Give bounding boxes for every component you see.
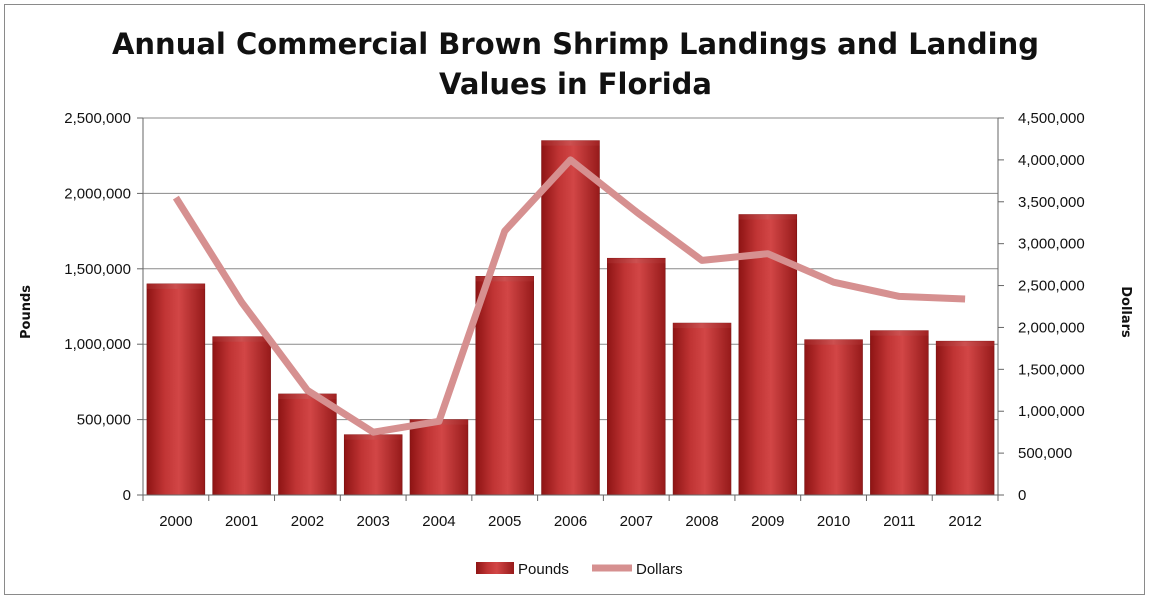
x-tick-label: 2004	[422, 513, 455, 530]
x-tick-label: 2009	[751, 513, 784, 530]
y-tick-label: 1,500,000	[64, 261, 131, 278]
bars-pounds	[146, 140, 995, 496]
axes: 0 500,000 1,000,000 1,500,000 2,000,000 2,500…	[64, 110, 1084, 530]
y-axis-title-dollars: Dollars	[1118, 286, 1133, 338]
y2-tick-label: 3,000,000	[1018, 236, 1085, 253]
y-tick-label: 1,000,000	[64, 336, 131, 353]
x-tick-label: 2001	[225, 513, 258, 530]
x-tick-label: 2010	[817, 513, 850, 530]
y2-tick-label: 1,000,000	[1018, 403, 1085, 420]
x-tick-label: 2011	[883, 513, 915, 530]
bar	[541, 140, 600, 496]
y2-tick-label: 2,000,000	[1018, 319, 1085, 336]
x-tick-label: 2007	[620, 513, 653, 530]
x-tick-label: 2006	[554, 513, 587, 530]
bar-cap	[804, 339, 863, 345]
x-tick-label: 2008	[685, 513, 718, 530]
bar-cap	[475, 276, 534, 282]
legend: Pounds Dollars	[476, 561, 683, 578]
bar	[343, 434, 403, 496]
y2-tick-label: 0	[1018, 487, 1026, 504]
y-tick-label: 2,000,000	[64, 185, 131, 202]
bar-cap	[673, 323, 731, 329]
chart-title-line-2: Values in Florida	[439, 67, 712, 101]
y2-tick-label: 4,000,000	[1018, 152, 1085, 169]
bar	[146, 283, 206, 496]
y-axis-title-pounds: Pounds	[19, 285, 34, 339]
line-dollars	[172, 156, 966, 436]
bar	[475, 276, 534, 496]
bar-cap	[541, 140, 600, 146]
bar	[212, 336, 271, 496]
bar-cap	[212, 336, 271, 342]
y-tick-label: 0	[123, 487, 131, 504]
y-tick-label: 2,500,000	[64, 110, 131, 127]
chart-title-line-1: Annual Commercial Brown Shrimp Landings …	[111, 27, 1040, 61]
x-tick-label: 2005	[488, 513, 521, 530]
bar-cap	[278, 393, 337, 399]
chart-title: Annual Commercial Brown Shrimp Landings …	[0, 24, 1151, 104]
y-tick-label: 500,000	[77, 412, 131, 429]
bar	[409, 419, 469, 496]
y2-tick-label: 500,000	[1018, 445, 1072, 462]
bar	[935, 340, 995, 496]
bar-cap	[870, 330, 929, 336]
x-tick-label: 2002	[291, 513, 324, 530]
legend-label-pounds: Pounds	[518, 561, 569, 578]
bar	[278, 393, 337, 496]
x-tick-label: 2012	[948, 513, 981, 530]
x-tick-label: 2003	[357, 513, 390, 530]
legend-label-dollars: Dollars	[636, 561, 683, 578]
y2-tick-label: 2,500,000	[1018, 278, 1085, 295]
y2-tick-label: 1,500,000	[1018, 361, 1085, 378]
bar	[804, 339, 863, 496]
bar-cap	[344, 434, 403, 440]
bar	[672, 322, 732, 496]
bar-cap	[146, 283, 205, 289]
x-tick-label: 2000	[159, 513, 192, 530]
legend-swatch-pounds	[476, 562, 514, 574]
bar	[607, 257, 666, 496]
y2-tick-label: 3,500,000	[1018, 194, 1085, 211]
y2-tick-label: 4,500,000	[1018, 110, 1085, 127]
bar-cap	[936, 341, 995, 347]
bar-cap	[607, 258, 666, 264]
bar-cap	[738, 214, 797, 220]
bar	[870, 330, 929, 496]
